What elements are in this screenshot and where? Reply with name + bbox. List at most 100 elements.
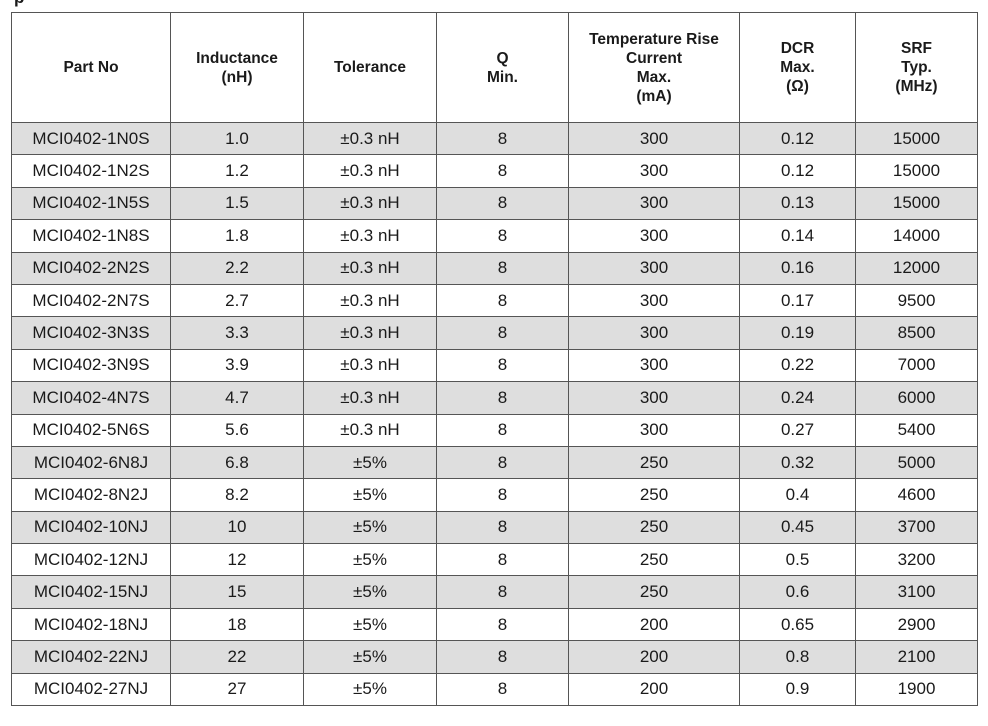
table-row: MCI0402-3N9S 3.9 ±0.3 nH 8 300 0.22 7000 xyxy=(11,348,978,383)
inductance-cell: 8.2 xyxy=(170,478,304,512)
table-row: MCI0402-1N0S 1.0 ±0.3 nH 8 300 0.12 15000 xyxy=(11,121,978,156)
table-row: MCI0402-12NJ 12 ±5% 8 250 0.5 3200 xyxy=(11,543,978,577)
part-no-cell: MCI0402-2N7S xyxy=(11,283,171,318)
table-row: MCI0402-3N3S 3.3 ±0.3 nH 8 300 0.19 8500 xyxy=(11,316,978,350)
srf-cell: 15000 xyxy=(855,121,978,156)
tolerance-cell: ±5% xyxy=(303,445,437,480)
dcr-cell: 0.27 xyxy=(739,413,856,447)
srf-cell: 15000 xyxy=(855,154,978,188)
inductance-cell: 12 xyxy=(170,543,304,577)
current-cell: 250 xyxy=(568,478,740,512)
table-body: MCI0402-1N0S 1.0 ±0.3 nH 8 300 0.12 15000 MCI04… xyxy=(11,121,978,707)
dcr-cell: 0.32 xyxy=(739,445,856,480)
header-line: SRF xyxy=(901,40,932,57)
header-line: (mA) xyxy=(636,87,672,105)
dcr-cell: 0.9 xyxy=(739,672,856,707)
part-no-cell: MCI0402-3N3S xyxy=(11,316,171,350)
srf-cell: 2900 xyxy=(855,607,978,642)
part-no-cell: MCI0402-1N5S xyxy=(11,186,171,221)
q-min-cell: 8 xyxy=(436,186,569,221)
inductance-cell: 1.8 xyxy=(170,219,304,253)
header-tolerance: Tolerance xyxy=(303,12,437,123)
dcr-cell: 0.12 xyxy=(739,121,856,156)
header-line: (nH) xyxy=(221,68,253,86)
table-row: MCI0402-8N2J 8.2 ±5% 8 250 0.4 4600 xyxy=(11,478,978,512)
part-no-cell: MCI0402-4N7S xyxy=(11,381,171,415)
header-srf-typ: SRF Typ. (MHz) xyxy=(855,12,978,123)
srf-cell: 5000 xyxy=(855,445,978,480)
tolerance-cell: ±5% xyxy=(303,510,437,545)
part-no-cell: MCI0402-15NJ xyxy=(11,575,171,609)
srf-cell: 2100 xyxy=(855,640,978,674)
part-no-cell: MCI0402-18NJ xyxy=(11,607,171,642)
part-no-cell: MCI0402-1N0S xyxy=(11,121,171,156)
table-row: MCI0402-18NJ 18 ±5% 8 200 0.65 2900 xyxy=(11,607,978,642)
dcr-cell: 0.16 xyxy=(739,251,856,285)
table-row: MCI0402-22NJ 22 ±5% 8 200 0.8 2100 xyxy=(11,640,978,674)
q-min-cell: 8 xyxy=(436,413,569,447)
table-row: MCI0402-1N8S 1.8 ±0.3 nH 8 300 0.14 14000 xyxy=(11,219,978,253)
srf-cell: 15000 xyxy=(855,186,978,221)
header-line: Part No xyxy=(63,59,119,76)
srf-cell: 3100 xyxy=(855,575,978,609)
inductance-cell: 1.5 xyxy=(170,186,304,221)
inductor-spec-table: Part No Inductance (nH) Tolerance Q Min. Tempe… xyxy=(11,12,978,707)
table-row: MCI0402-1N5S 1.5 ±0.3 nH 8 300 0.13 15000 xyxy=(11,186,978,221)
tolerance-cell: ±5% xyxy=(303,478,437,512)
header-line: Tolerance xyxy=(333,59,407,76)
current-cell: 200 xyxy=(568,607,740,642)
srf-cell: 7000 xyxy=(855,348,978,383)
tolerance-cell: ±5% xyxy=(303,607,437,642)
header-inductance: Inductance (nH) xyxy=(170,12,304,123)
tolerance-cell: ±0.3 nH xyxy=(303,316,437,350)
dcr-cell: 0.24 xyxy=(739,381,856,415)
tolerance-cell: ±0.3 nH xyxy=(303,121,437,156)
current-cell: 300 xyxy=(568,186,740,221)
tolerance-cell: ±5% xyxy=(303,640,437,674)
tolerance-cell: ±0.3 nH xyxy=(303,348,437,383)
current-cell: 250 xyxy=(568,445,740,480)
q-min-cell: 8 xyxy=(436,478,569,512)
q-min-cell: 8 xyxy=(436,283,569,318)
q-min-cell: 8 xyxy=(436,316,569,350)
tolerance-cell: ±0.3 nH xyxy=(303,154,437,188)
inductance-cell: 2.7 xyxy=(170,283,304,318)
cropped-heading: p xyxy=(14,0,24,6)
header-line: DCR xyxy=(780,40,815,57)
dcr-cell: 0.6 xyxy=(739,575,856,609)
part-no-cell: MCI0402-3N9S xyxy=(11,348,171,383)
part-no-cell: MCI0402-10NJ xyxy=(11,510,171,545)
current-cell: 300 xyxy=(568,219,740,253)
part-no-cell: MCI0402-1N2S xyxy=(11,154,171,188)
header-line: Temperature Rise xyxy=(589,30,719,48)
inductance-cell: 2.2 xyxy=(170,251,304,285)
header-line: Max. xyxy=(780,59,815,76)
tolerance-cell: ±5% xyxy=(303,575,437,609)
table-row: MCI0402-27NJ 27 ±5% 8 200 0.9 1900 xyxy=(11,672,978,707)
part-no-cell: MCI0402-2N2S xyxy=(11,251,171,285)
inductance-cell: 15 xyxy=(170,575,304,609)
tolerance-cell: ±5% xyxy=(303,543,437,577)
inductance-cell: 4.7 xyxy=(170,381,304,415)
srf-cell: 12000 xyxy=(855,251,978,285)
q-min-cell: 8 xyxy=(436,348,569,383)
header-line: Typ. xyxy=(901,59,932,76)
part-no-cell: MCI0402-1N8S xyxy=(11,219,171,253)
dcr-cell: 0.14 xyxy=(739,219,856,253)
srf-cell: 4600 xyxy=(855,478,978,512)
q-min-cell: 8 xyxy=(436,219,569,253)
dcr-cell: 0.12 xyxy=(739,154,856,188)
inductance-cell: 10 xyxy=(170,510,304,545)
srf-cell: 1900 xyxy=(855,672,978,707)
inductance-cell: 3.3 xyxy=(170,316,304,350)
tolerance-cell: ±0.3 nH xyxy=(303,219,437,253)
srf-cell: 9500 xyxy=(855,283,978,318)
table-row: MCI0402-6N8J 6.8 ±5% 8 250 0.32 5000 xyxy=(11,445,978,480)
q-min-cell: 8 xyxy=(436,543,569,577)
header-part-no: Part No xyxy=(11,12,171,123)
current-cell: 300 xyxy=(568,381,740,415)
current-cell: 250 xyxy=(568,510,740,545)
part-no-cell: MCI0402-8N2J xyxy=(11,478,171,512)
inductance-cell: 1.0 xyxy=(170,121,304,156)
table-row: MCI0402-4N7S 4.7 ±0.3 nH 8 300 0.24 6000 xyxy=(11,381,978,415)
